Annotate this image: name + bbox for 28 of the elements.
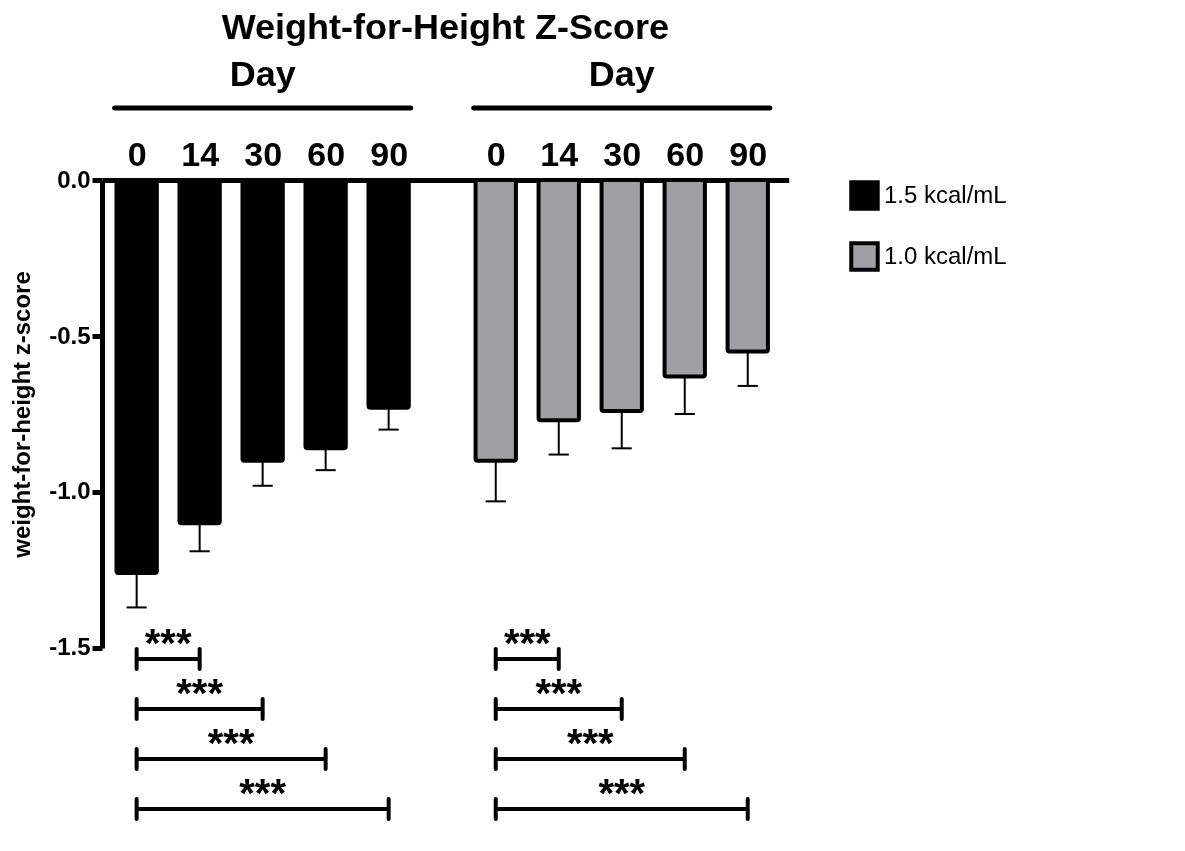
text: *** (207, 721, 255, 765)
text: Day (229, 53, 296, 94)
legend-label: 1.0 kcal/mL (883, 241, 1007, 269)
text: *** (176, 671, 224, 715)
text: Day (588, 53, 655, 94)
y-tick-label: -1.5 (49, 633, 91, 661)
x-tick-label: 14 (181, 134, 220, 173)
x-tick-label: 0 (127, 134, 147, 173)
text: *** (566, 721, 615, 765)
x-tick-label: 60 (666, 134, 705, 173)
legend-label: 1.5 kcal/mL (883, 180, 1007, 208)
annotation: *** (503, 621, 552, 665)
x-tick-label: 90 (370, 134, 409, 173)
x-tick-label: 60 (307, 134, 346, 173)
y-tick-label: -1.0 (49, 477, 91, 505)
y-tick-label: -0.5 (49, 321, 91, 349)
x-tick-label: 14 (540, 134, 579, 173)
x-tick-label: 30 (244, 134, 283, 173)
annotation: *** (144, 621, 192, 665)
text: *** (239, 771, 287, 815)
y-tick-label: 0.0 (57, 165, 91, 193)
x-tick-label: 0 (486, 134, 506, 173)
text: *** (535, 671, 583, 715)
y-axis-title: weight-for-height z-score (8, 271, 36, 559)
x-tick-label: 90 (729, 134, 768, 173)
x-tick-label: 30 (603, 134, 642, 173)
chart-title: Weight-for-Height Z-Score (221, 6, 669, 47)
text: *** (598, 771, 646, 815)
